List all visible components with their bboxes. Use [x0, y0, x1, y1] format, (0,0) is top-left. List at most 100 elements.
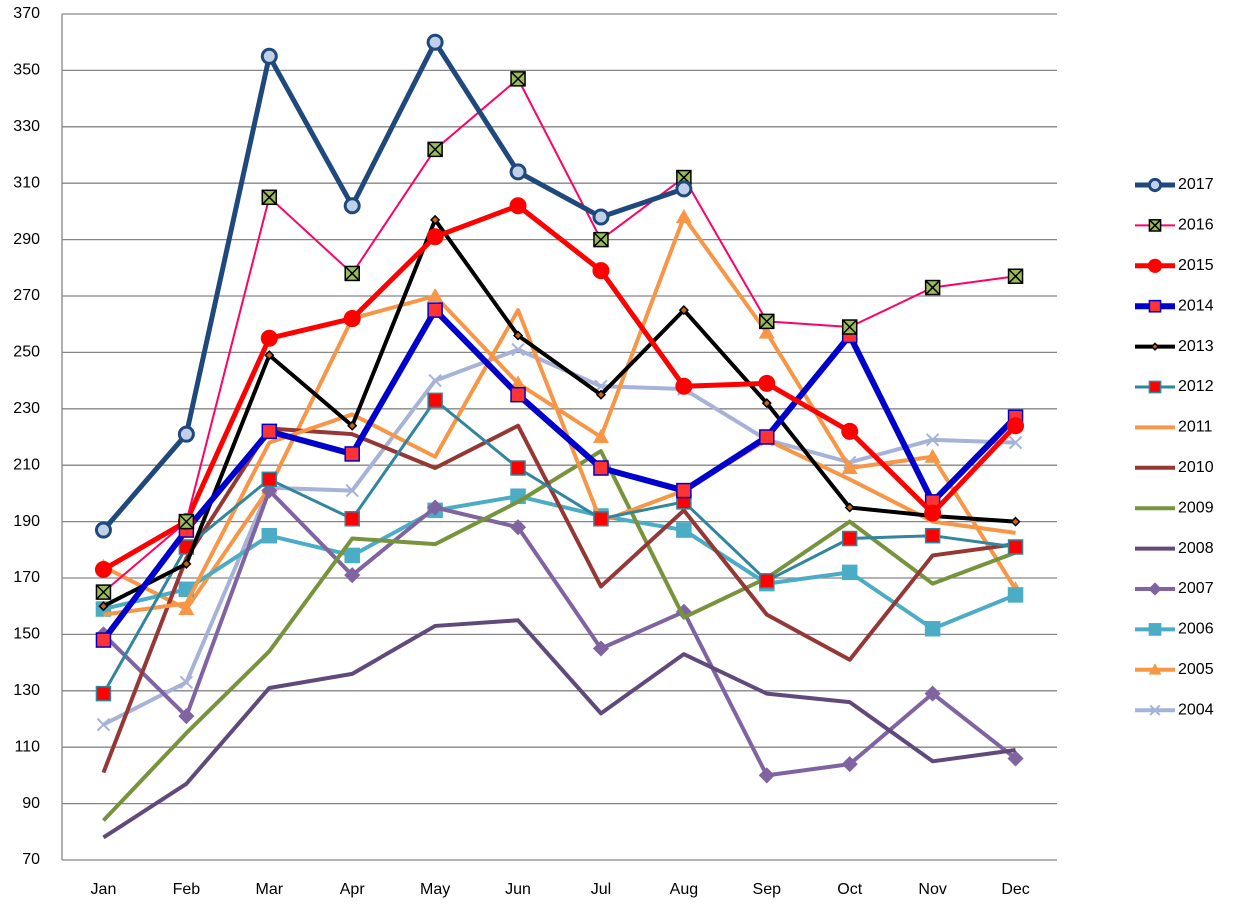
marker-cross [925, 280, 941, 296]
y-tick-label: 370 [13, 5, 40, 22]
legend-label: 2007 [1178, 580, 1214, 597]
legend-label: 2005 [1178, 661, 1214, 678]
marker [761, 398, 772, 409]
marker [758, 324, 775, 339]
y-tick-label: 230 [13, 400, 40, 417]
line [102, 494, 1017, 631]
legend-marker [1148, 623, 1162, 636]
line [102, 488, 1017, 778]
marker [179, 675, 194, 690]
x-tick-label: Nov [918, 881, 946, 898]
y-tick-label: 70 [22, 851, 40, 868]
marker-cross [95, 584, 111, 600]
legend-entry: 2008 [1135, 540, 1214, 557]
y-tick-label: 350 [13, 62, 40, 79]
legend-marker [1149, 704, 1161, 716]
marker [675, 180, 693, 198]
marker [924, 621, 941, 637]
legend-marker [1148, 219, 1162, 232]
line [102, 203, 1018, 572]
legend-entry: 2016 [1135, 217, 1214, 234]
marker [841, 319, 858, 335]
marker [1007, 417, 1025, 435]
legend-entry: 2005 [1135, 661, 1214, 678]
marker [98, 601, 109, 612]
marker [509, 197, 527, 215]
marker [593, 511, 609, 527]
marker [510, 386, 526, 403]
marker-cross [842, 319, 858, 335]
marker [924, 685, 941, 702]
marker [841, 756, 858, 773]
marker [343, 197, 361, 215]
x-tick-label: Oct [837, 881, 862, 898]
legend-label: 2011 [1178, 419, 1213, 436]
line [102, 347, 1016, 727]
marker [95, 584, 112, 600]
legend-label: 2004 [1178, 701, 1214, 718]
marker [841, 564, 858, 581]
marker [261, 527, 278, 544]
marker [430, 214, 441, 225]
marker [1007, 268, 1024, 285]
line [102, 77, 1016, 593]
marker [510, 375, 527, 390]
marker [924, 527, 941, 544]
x-tick-label: Jun [505, 881, 531, 898]
marker-cross [1008, 268, 1024, 284]
legend-entry: 2012 [1135, 378, 1214, 395]
marker [1007, 539, 1024, 555]
series [95, 71, 1024, 600]
marker [427, 302, 443, 318]
legend-label: 2013 [1178, 338, 1214, 355]
y-tick-label: 170 [13, 569, 40, 586]
series [95, 392, 1024, 702]
marker [592, 262, 610, 280]
marker [841, 422, 859, 440]
legend-marker [1150, 342, 1160, 351]
marker [758, 374, 776, 392]
line [102, 215, 1018, 612]
marker-cross [344, 265, 360, 281]
marker [347, 420, 358, 431]
marker [344, 265, 360, 282]
marker [95, 685, 112, 702]
marker [511, 342, 525, 357]
marker [426, 33, 444, 51]
marker [343, 310, 361, 328]
y-tick-label: 110 [14, 738, 40, 755]
x-tick-label: Dec [1001, 881, 1029, 898]
series [103, 308, 1016, 617]
series [95, 482, 1024, 784]
marker [426, 228, 444, 246]
marker [94, 561, 112, 579]
x-tick-label: Aug [670, 881, 698, 898]
series [102, 449, 1017, 822]
legend-marker [1148, 299, 1162, 313]
marker [345, 483, 359, 498]
marker [344, 547, 360, 564]
x-tick-label: Sep [753, 881, 782, 898]
marker [759, 573, 775, 589]
marker [675, 209, 692, 224]
legend-entry: 2014 [1135, 297, 1214, 314]
marker [94, 521, 112, 539]
marker [592, 640, 610, 657]
legend-label: 2016 [1178, 217, 1214, 234]
marker-cross [178, 514, 194, 530]
marker [96, 717, 111, 732]
legend-entry: 2015 [1135, 257, 1214, 274]
legend-label: 2014 [1178, 297, 1214, 314]
marker [1007, 587, 1024, 603]
marker [593, 460, 609, 476]
y-tick-label: 210 [13, 456, 40, 473]
x-tick-label: May [420, 881, 450, 898]
x-tick-label: Mar [256, 881, 284, 898]
marker [428, 373, 442, 388]
x-tick-label: Feb [173, 881, 201, 898]
marker [95, 632, 112, 648]
legend-marker [1148, 663, 1162, 675]
y-tick-label: 250 [13, 344, 40, 361]
x-tick-label: Apr [340, 881, 366, 898]
